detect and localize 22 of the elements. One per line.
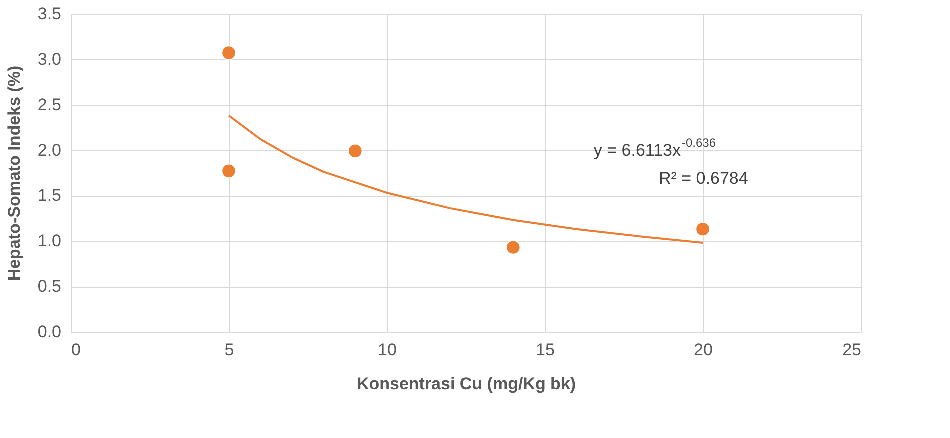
x-tick-label: 25 — [842, 340, 862, 360]
y-tick-label: 1.5 — [38, 186, 62, 206]
y-axis-title: Hepato-Somato Indeks (%) — [4, 66, 24, 282]
y-tick-label: 0.5 — [38, 277, 62, 296]
y-tick-label: 3.5 — [38, 4, 62, 24]
y-tick-label: 3.0 — [38, 50, 62, 69]
y-tick-label: 0.0 — [38, 322, 62, 342]
x-axis-title: Konsentrasi Cu (mg/Kg bk) — [356, 374, 576, 394]
x-tick-label: 0 — [72, 340, 81, 360]
x-tick-label: 15 — [536, 340, 555, 360]
point — [222, 164, 236, 179]
y-tick-label: 2.0 — [38, 140, 62, 160]
point — [222, 46, 236, 60]
point — [348, 144, 363, 159]
x-tick-label: 20 — [694, 340, 713, 360]
point — [506, 240, 521, 255]
x-tick-label: 5 — [224, 340, 234, 360]
annotation: R² = 0.6784 — [659, 169, 748, 188]
x-tick-label: 10 — [378, 340, 397, 360]
y-tick-label: 1.0 — [38, 232, 62, 251]
y-tick-label: 2.5 — [38, 95, 62, 114]
point — [696, 222, 710, 237]
